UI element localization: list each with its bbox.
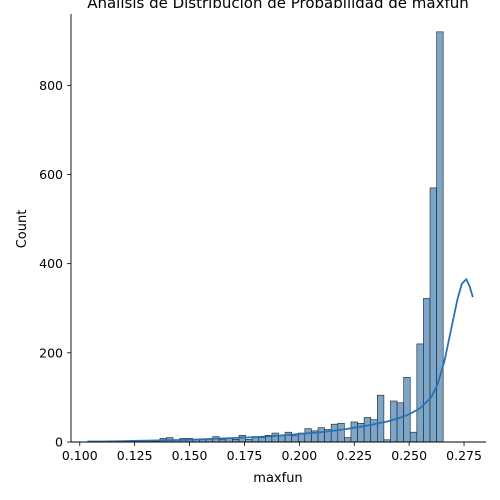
- kde-curve: [87, 277, 474, 443]
- histogram-bar: [304, 428, 312, 443]
- x-tick-label: 0.250: [391, 448, 427, 463]
- histogram-bar: [377, 394, 385, 443]
- histogram-bar: [363, 417, 372, 443]
- histogram-bar: [271, 432, 279, 443]
- x-tick-label: 0.275: [446, 448, 482, 463]
- histogram-bar: [350, 421, 358, 443]
- y-tick-label: 0: [55, 435, 63, 450]
- histogram-bars: [87, 31, 444, 443]
- histogram-bar: [403, 377, 411, 443]
- histogram-bar: [436, 31, 444, 443]
- x-tick-label: 0.125: [117, 448, 153, 463]
- chart-title: Análisis de Distribución de Probabilidad…: [87, 0, 469, 12]
- histogram-bar: [344, 437, 352, 443]
- histogram-bar: [258, 437, 266, 443]
- histogram-bar: [423, 298, 431, 443]
- histogram-bar: [284, 431, 292, 443]
- histogram-bar: [291, 435, 299, 443]
- histogram-bar: [390, 400, 398, 443]
- histogram-bar: [317, 427, 325, 443]
- histogram-bar: [409, 431, 418, 443]
- y-axis-label: Count: [15, 210, 30, 249]
- x-tick-label: 0.225: [336, 448, 372, 463]
- histogram-bar: [416, 343, 424, 443]
- histogram-bar: [429, 187, 437, 443]
- x-tick-label: 0.175: [227, 448, 263, 463]
- axes: 0.100 0.125 0.150 0.175 0.200 0.225 0.250 0.275…: [39, 14, 486, 463]
- x-tick-label: 0.200: [281, 448, 317, 463]
- histogram-bar: [238, 435, 246, 443]
- x-axis-label: maxfun: [253, 471, 302, 486]
- x-tick-label: 0.150: [172, 448, 208, 463]
- x-tick-label: 0.100: [62, 448, 98, 463]
- y-tick-label: 200: [39, 345, 63, 360]
- histogram-bar: [337, 422, 345, 443]
- y-tick-label: 600: [39, 167, 63, 182]
- histogram-bar: [330, 423, 339, 443]
- histogram-bar: [396, 402, 404, 443]
- y-tick-label: 800: [39, 78, 63, 93]
- y-tick-label: 400: [39, 256, 63, 271]
